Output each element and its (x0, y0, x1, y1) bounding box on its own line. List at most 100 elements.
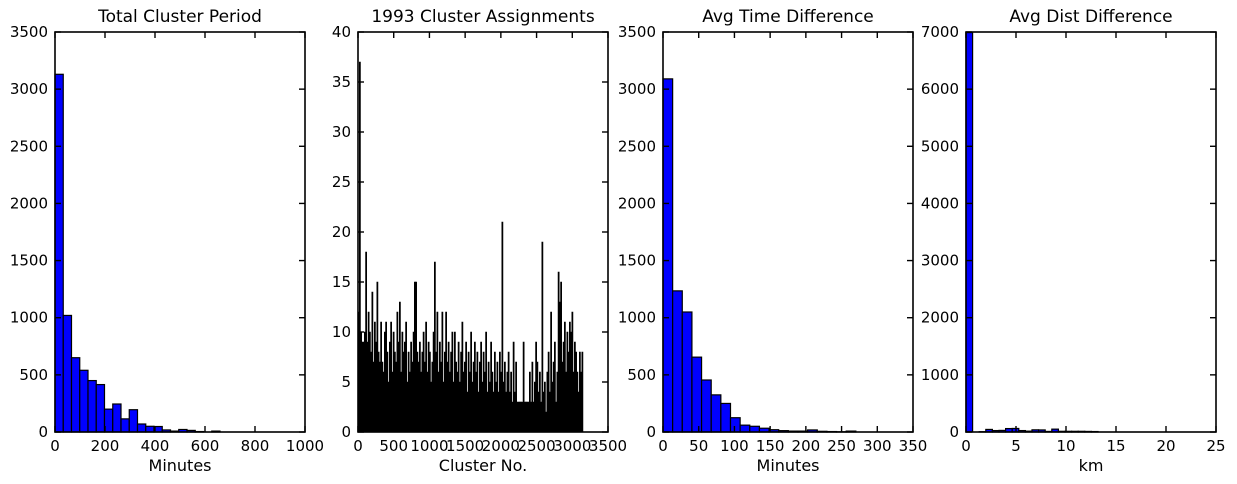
histogram-bar (103, 408, 114, 433)
y-tick-label: 40 (332, 23, 351, 41)
axes-frame (662, 31, 914, 433)
x-axis-label-km: km (1078, 456, 1104, 475)
histogram-bar (749, 425, 761, 433)
y-tick-label: 7000 (921, 23, 959, 41)
histogram-bar (729, 417, 741, 433)
y-tick-label: 6000 (921, 80, 959, 98)
x-tick-label: 3500 (589, 437, 627, 455)
x-tick-label: 2500 (517, 437, 555, 455)
x-tick-label: 5 (1011, 437, 1021, 455)
y-tick-label: 2000 (10, 194, 48, 212)
histogram-bar (691, 356, 703, 433)
histogram-bar (62, 314, 73, 433)
x-tick-label: 0 (658, 437, 668, 455)
histogram-bar (965, 31, 974, 433)
x-tick-label: 50 (689, 437, 708, 455)
histogram-bar (662, 78, 674, 433)
axes-frame (54, 31, 306, 433)
x-tick-label: 2000 (482, 437, 520, 455)
y-tick-label: 15 (332, 273, 351, 291)
histogram-bar (128, 409, 139, 433)
x-tick-label: 1000 (410, 437, 448, 455)
y-tick-label: 30 (332, 123, 351, 141)
y-tick-label: 10 (332, 323, 351, 341)
x-tick-label: 20 (1156, 437, 1175, 455)
x-tick-label: 0 (961, 437, 971, 455)
y-tick-label: 3500 (618, 23, 656, 41)
x-axis-label-minutes-2: Minutes (756, 456, 820, 475)
y-tick-label: 35 (332, 73, 351, 91)
y-tick-label: 0 (38, 423, 48, 441)
y-tick-label: 500 (627, 366, 656, 384)
histogram-bar (739, 424, 751, 433)
chart-title-1993-cluster-assignments: 1993 Cluster Assignments (371, 7, 595, 27)
chart-title-total-cluster-period: Total Cluster Period (98, 7, 262, 27)
x-tick-label: 150 (756, 437, 785, 455)
y-tick-label: 3500 (10, 23, 48, 41)
subplot-avg-time-difference: 0 50 100 150 200 250 300 3500500100015002000250… (618, 23, 928, 455)
y-tick-label: 2000 (618, 194, 656, 212)
chart-title-avg-time-difference: Avg Time Difference (702, 7, 874, 27)
y-tick-label: 1500 (618, 252, 656, 270)
histogram-bar (112, 403, 122, 433)
axes-frame (965, 31, 1217, 433)
x-tick-label: 600 (191, 437, 220, 455)
histogram-bar (136, 423, 147, 433)
histogram-bar (710, 394, 722, 433)
histogram-bar (581, 351, 584, 433)
x-tick-label: 400 (141, 437, 170, 455)
y-tick-label: 3000 (618, 80, 656, 98)
x-tick-label: 1500 (446, 437, 484, 455)
histogram-bar (87, 379, 97, 433)
histogram-bar (145, 425, 155, 433)
histogram-bar (95, 383, 106, 433)
chart-title-avg-dist-difference: Avg Dist Difference (1009, 7, 1173, 27)
y-tick-label: 25 (332, 173, 351, 191)
x-axis-label-cluster-no: Cluster No. (438, 456, 528, 475)
y-tick-label: 0 (646, 423, 656, 441)
y-tick-label: 5 (341, 373, 351, 391)
y-tick-label: 1000 (618, 309, 656, 327)
subplot-total-cluster-period: 0 200 400 600 800 1000 0 500 1000 1500 2000 2500 300… (10, 23, 324, 455)
histogram-bar (54, 73, 64, 433)
y-tick-label: 3000 (921, 252, 959, 270)
y-tick-label: 3000 (10, 80, 48, 98)
y-tick-label: 2000 (921, 309, 959, 327)
x-tick-label: 800 (241, 437, 270, 455)
x-tick-label: 15 (1106, 437, 1125, 455)
y-tick-label: 1000 (10, 309, 48, 327)
histogram-bar (681, 311, 693, 433)
x-tick-label: 0 (353, 437, 363, 455)
histogram-bar (672, 290, 683, 433)
y-tick-label: 5000 (921, 137, 959, 155)
x-axis-label-minutes-1: Minutes (148, 456, 212, 475)
subplot-avg-dist-difference: 0 5 10 15 20 25 0 1000 2000 3000 4000 5000 6000 7000 (921, 23, 1226, 455)
y-tick-label: 500 (19, 366, 48, 384)
x-tick-label: 1000 (286, 437, 324, 455)
histogram-bar (79, 369, 89, 433)
x-tick-label: 200 (91, 437, 120, 455)
histogram-bar (120, 418, 130, 433)
y-tick-label: 1500 (10, 252, 48, 270)
x-tick-label: 0 (50, 437, 60, 455)
x-tick-label: 300 (863, 437, 892, 455)
x-tick-label: 10 (1056, 437, 1075, 455)
histogram-bar (700, 379, 712, 433)
y-tick-label: 4000 (921, 194, 959, 212)
x-tick-label: 100 (720, 437, 749, 455)
histogram-bar (70, 357, 81, 433)
y-tick-label: 20 (332, 223, 351, 241)
y-tick-label: 1000 (921, 366, 959, 384)
x-tick-label: 25 (1206, 437, 1225, 455)
x-tick-label: 250 (827, 437, 856, 455)
histogram-bar (720, 402, 732, 433)
y-tick-label: 2500 (618, 137, 656, 155)
x-tick-label: 3000 (553, 437, 591, 455)
y-tick-label: 0 (341, 423, 351, 441)
y-tick-label: 2500 (10, 137, 48, 155)
x-tick-label: 200 (792, 437, 821, 455)
x-tick-label: 350 (899, 437, 928, 455)
